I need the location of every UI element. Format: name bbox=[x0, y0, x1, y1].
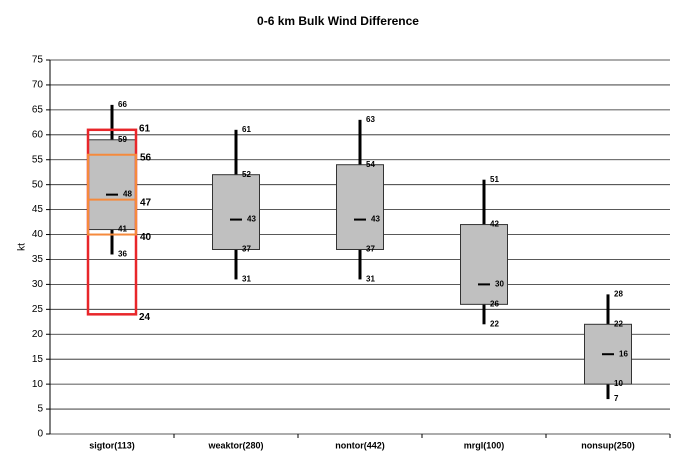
y-tick-label: 20 bbox=[32, 329, 44, 340]
data-label: 51 bbox=[490, 175, 499, 184]
overlay-box bbox=[87, 153, 137, 236]
y-tick-label: 30 bbox=[32, 279, 44, 290]
data-label: 10 bbox=[614, 379, 623, 388]
box bbox=[212, 174, 260, 250]
data-label: 31 bbox=[242, 275, 251, 284]
y-tick-label: 35 bbox=[32, 254, 44, 265]
data-label: 22 bbox=[614, 319, 623, 328]
data-label: 16 bbox=[619, 349, 628, 358]
y-tick-label: 55 bbox=[32, 154, 44, 165]
overlay-label: 24 bbox=[139, 312, 151, 323]
x-tick-label: nontor(442) bbox=[335, 440, 385, 450]
x-tick-label: sigtor(113) bbox=[89, 440, 135, 450]
data-label: 7 bbox=[614, 394, 619, 403]
data-label: 31 bbox=[366, 275, 375, 284]
y-tick-label: 75 bbox=[32, 55, 44, 66]
x-tick-label: nonsup(250) bbox=[581, 440, 635, 450]
y-tick-label: 5 bbox=[37, 404, 43, 415]
data-label: 36 bbox=[118, 250, 127, 259]
y-axis-label: kt bbox=[17, 243, 28, 251]
data-label: 26 bbox=[490, 299, 499, 308]
overlay-label: 56 bbox=[140, 152, 152, 163]
data-label: 54 bbox=[366, 160, 375, 169]
x-tick-label: mrgl(100) bbox=[464, 440, 505, 450]
y-tick-label: 50 bbox=[32, 179, 44, 190]
box bbox=[336, 164, 384, 250]
y-tick-label: 65 bbox=[32, 105, 44, 116]
y-tick-label: 10 bbox=[32, 379, 44, 390]
data-label: 28 bbox=[614, 289, 623, 298]
y-tick-label: 0 bbox=[37, 429, 43, 440]
overlay-label: 47 bbox=[140, 197, 152, 208]
data-label: 66 bbox=[118, 100, 127, 109]
y-tick-label: 15 bbox=[32, 354, 44, 365]
data-label: 37 bbox=[366, 245, 375, 254]
data-label: 59 bbox=[118, 135, 127, 144]
box bbox=[88, 139, 136, 231]
data-label: 43 bbox=[247, 215, 256, 224]
y-tick-label: 70 bbox=[32, 80, 44, 91]
data-label: 43 bbox=[371, 215, 380, 224]
data-label: 41 bbox=[118, 225, 127, 234]
chart-title: 0-6 km Bulk Wind Difference bbox=[257, 14, 419, 28]
data-label: 37 bbox=[242, 245, 251, 254]
data-label: 42 bbox=[490, 220, 499, 229]
y-tick-label: 40 bbox=[32, 229, 44, 240]
y-tick-label: 60 bbox=[32, 129, 44, 140]
overlay-label: 61 bbox=[139, 123, 151, 134]
data-label: 48 bbox=[123, 190, 132, 199]
data-label: 61 bbox=[242, 125, 251, 134]
overlay-label: 40 bbox=[140, 232, 152, 243]
x-tick-label: weaktor(280) bbox=[207, 440, 263, 450]
data-label: 52 bbox=[242, 170, 251, 179]
box bbox=[460, 224, 508, 305]
data-label: 63 bbox=[366, 115, 375, 124]
y-tick-label: 25 bbox=[32, 304, 44, 315]
data-label: 30 bbox=[495, 280, 504, 289]
y-tick-label: 45 bbox=[32, 204, 44, 215]
data-label: 22 bbox=[490, 319, 499, 328]
